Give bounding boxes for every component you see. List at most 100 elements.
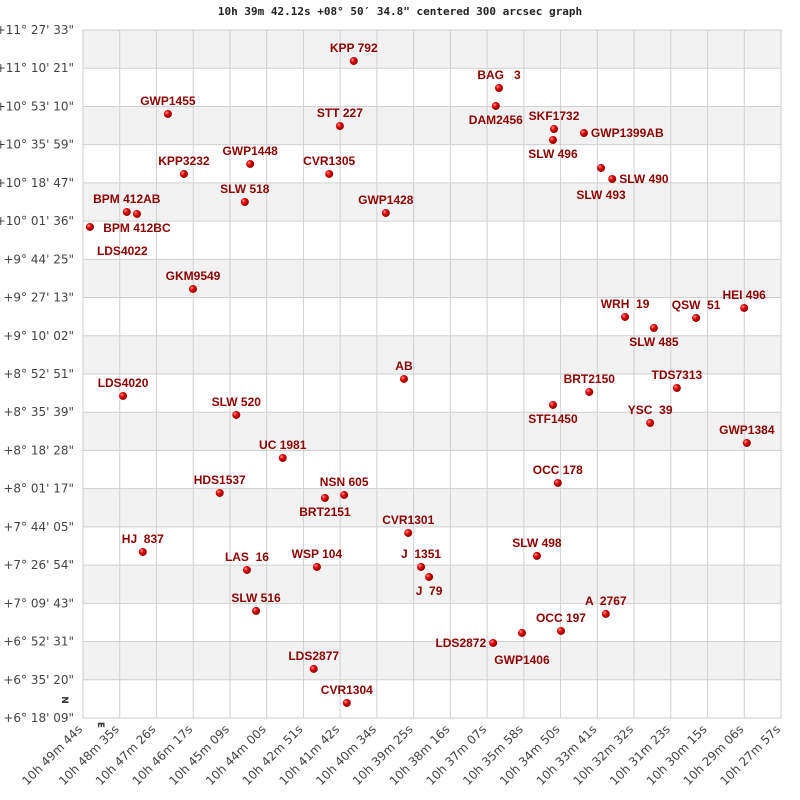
y-tick-label: +10° 35' 59" (0, 138, 74, 152)
y-tick-label: +8° 52' 51" (3, 367, 74, 381)
star-label: STT 227 (317, 106, 363, 120)
star-point (342, 698, 351, 707)
star-label: AB (395, 359, 413, 373)
star-label: GWP1455 (140, 94, 196, 108)
star-label: BAG 3 (477, 68, 521, 82)
star-label: LDS2872 (435, 636, 486, 650)
star-point (340, 490, 349, 499)
y-tick-label: +8° 01' 17" (3, 482, 74, 496)
star-label: GWP1448 (222, 144, 278, 158)
star-label: SLW 518 (220, 182, 270, 196)
star-label: SLW 516 (231, 591, 281, 605)
star-point (179, 169, 188, 178)
star-label: LAS 16 (225, 550, 269, 564)
star-point (532, 551, 541, 560)
star-point (553, 478, 562, 487)
star-label: BRT2150 (564, 372, 616, 386)
star-point (325, 169, 334, 178)
plot-border (82, 29, 782, 719)
star-point (246, 159, 255, 168)
star-label: WRH 19 (601, 297, 650, 311)
star-point (601, 609, 610, 618)
star-label: HDS1537 (194, 473, 246, 487)
y-tick-label: +8° 18' 28" (3, 443, 74, 457)
star-point (215, 488, 224, 497)
star-point (425, 572, 434, 581)
star-point (740, 303, 749, 312)
star-label: SLW 493 (576, 188, 626, 202)
chart-title: 10h 39m 42.12s +08° 50′ 34.8" centered 3… (217, 5, 583, 18)
star-point (585, 387, 594, 396)
star-point (489, 638, 498, 647)
star-point (122, 207, 131, 216)
star-point (85, 222, 94, 231)
y-tick-label: +10° 18' 47" (0, 176, 74, 190)
star-point (417, 562, 426, 571)
star-point (138, 547, 147, 556)
y-tick-label: +11° 10' 21" (0, 61, 74, 75)
star-label: J 79 (416, 584, 443, 598)
y-tick-label: +6° 35' 20" (3, 673, 74, 687)
star-point (242, 565, 251, 574)
star-label: BPM 412BC (103, 221, 171, 235)
star-label: A 2767 (585, 594, 627, 608)
star-point (320, 493, 329, 502)
star-label: CVR1304 (321, 683, 373, 697)
y-tick-label: +11° 27' 33" (0, 23, 74, 37)
star-point (132, 209, 141, 218)
grid-band (83, 182, 781, 222)
grid-band (83, 259, 781, 298)
star-label: SLW 520 (212, 395, 262, 409)
star-label: WSP 104 (292, 547, 343, 561)
star-label: SLW 490 (619, 172, 669, 186)
y-tick-label: +10° 53' 10" (0, 99, 74, 113)
star-label: GWP1384 (719, 423, 775, 437)
star-label: KPP 792 (330, 41, 378, 55)
y-tick-label: +7° 09' 43" (3, 596, 74, 610)
star-point (548, 135, 557, 144)
star-point (579, 128, 588, 137)
y-tick-label: +9° 27' 13" (3, 291, 74, 305)
star-label: SLW 485 (629, 335, 679, 349)
star-point (646, 418, 655, 427)
star-point (309, 664, 318, 673)
star-label: HJ 837 (122, 532, 164, 546)
star-point (252, 606, 261, 615)
star-label: SLW 496 (528, 147, 578, 161)
y-tick-label: +9° 10' 02" (3, 329, 74, 343)
star-point (189, 284, 198, 293)
star-point (232, 410, 241, 419)
star-point (381, 208, 390, 217)
y-tick-label: +10° 01' 36" (0, 214, 74, 228)
grid-band (83, 641, 781, 680)
star-label: LDS4022 (97, 244, 148, 258)
star-point (517, 628, 526, 637)
star-label: OCC 197 (536, 611, 586, 625)
star-point (621, 312, 630, 321)
y-tick-label: +6° 18' 09" (3, 711, 74, 725)
star-label: SLW 498 (512, 536, 562, 550)
star-label: TDS7313 (652, 368, 703, 382)
star-point (495, 84, 504, 93)
star-point (240, 198, 249, 206)
y-tick-label: +7° 44' 05" (3, 520, 74, 534)
star-label: LDS2877 (288, 649, 339, 663)
star-point (742, 438, 751, 447)
star-label: QSW 51 (672, 298, 721, 312)
star-point (550, 124, 559, 133)
star-point (597, 163, 606, 172)
star-label: BPM 412AB (93, 192, 161, 206)
grid-band (83, 412, 781, 451)
star-label: BRT2151 (299, 505, 351, 519)
star-point (163, 109, 172, 118)
grid-band (83, 488, 781, 527)
star-point (649, 323, 658, 332)
star-point (278, 453, 287, 462)
grid-band (83, 30, 781, 69)
star-point (608, 174, 617, 183)
star-point (404, 528, 413, 537)
star-label: UC 1981 (259, 438, 307, 452)
y-tick-label: +7° 26' 54" (3, 558, 74, 572)
star-label: GWP1406 (494, 653, 550, 667)
y-tick-label: +6° 52' 31" (3, 635, 74, 649)
